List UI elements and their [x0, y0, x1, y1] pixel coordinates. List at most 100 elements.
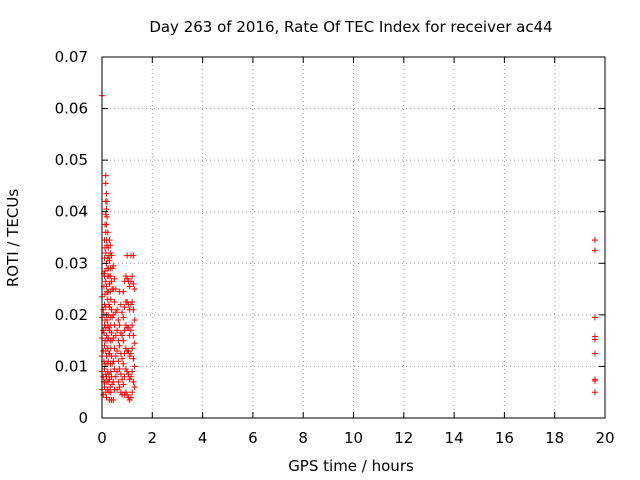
x-tick-label: 18 — [545, 429, 564, 447]
data-point — [124, 368, 131, 375]
data-point — [119, 376, 126, 383]
data-point — [131, 384, 138, 391]
y-axis-label: ROTI / TECUs — [4, 189, 22, 287]
data-point — [105, 378, 112, 385]
x-tick-label: 6 — [248, 429, 258, 447]
data-point — [111, 366, 118, 373]
data-point — [121, 350, 128, 357]
data-point — [112, 332, 119, 339]
chart-title: Day 263 of 2016, Rate Of TEC Index for r… — [149, 18, 552, 36]
data-point — [102, 172, 109, 179]
data-point — [104, 229, 111, 236]
data-point — [114, 347, 121, 354]
data-point — [116, 342, 123, 349]
data-point — [129, 273, 136, 280]
data-point — [108, 252, 115, 259]
data-point — [107, 249, 114, 256]
data-point — [120, 360, 127, 367]
data-point — [125, 371, 132, 378]
data-point — [130, 332, 137, 339]
y-tick-label: 0.07 — [55, 48, 88, 66]
y-tick-label: 0.06 — [55, 100, 88, 118]
data-point — [591, 350, 598, 357]
y-tick-label: 0 — [78, 409, 88, 427]
data-point — [112, 286, 119, 293]
data-point — [122, 345, 129, 352]
data-point — [591, 377, 598, 384]
data-point — [124, 275, 131, 282]
data-point — [120, 314, 127, 321]
data-point — [120, 288, 127, 295]
data-point — [119, 332, 126, 339]
data-point — [112, 353, 119, 360]
data-point — [109, 360, 116, 367]
x-tick-label: 8 — [298, 429, 308, 447]
data-point — [116, 366, 123, 373]
data-point — [101, 366, 108, 373]
data-point — [114, 327, 121, 334]
data-points — [99, 92, 598, 403]
data-point — [130, 252, 137, 259]
data-point — [104, 198, 111, 205]
data-point — [100, 306, 107, 313]
data-point — [127, 301, 134, 308]
data-point — [116, 384, 123, 391]
data-point — [591, 389, 598, 396]
data-point — [108, 278, 115, 285]
data-point — [112, 373, 119, 380]
data-point — [127, 327, 134, 334]
x-tick-label: 14 — [445, 429, 464, 447]
data-point — [591, 237, 598, 244]
data-point — [126, 376, 133, 383]
data-point — [127, 350, 134, 357]
data-point — [125, 347, 132, 354]
data-point — [106, 257, 113, 264]
axis-ticks — [101, 56, 606, 419]
x-tick-label: 20 — [595, 429, 614, 447]
data-point — [103, 206, 110, 213]
data-point — [109, 314, 116, 321]
data-point — [109, 381, 116, 388]
x-tick-label: 10 — [344, 429, 363, 447]
x-tick-label: 2 — [148, 429, 158, 447]
data-point — [102, 180, 109, 187]
data-point — [110, 311, 117, 318]
data-point — [127, 278, 134, 285]
x-tick-label: 0 — [97, 429, 107, 447]
data-point — [115, 337, 122, 344]
data-point — [121, 327, 128, 334]
data-point — [129, 298, 136, 305]
data-point — [110, 396, 117, 403]
y-tick-label: 0.05 — [55, 151, 88, 169]
data-point — [125, 324, 132, 331]
data-point — [126, 353, 133, 360]
data-point — [103, 394, 110, 401]
x-tick-label: 16 — [495, 429, 514, 447]
data-point — [110, 358, 117, 365]
data-point — [103, 353, 110, 360]
data-point — [114, 368, 121, 375]
data-point — [101, 342, 108, 349]
data-point — [103, 190, 110, 197]
data-point — [104, 213, 111, 220]
data-point — [130, 306, 137, 313]
data-point — [102, 278, 109, 285]
data-point — [130, 355, 137, 362]
data-point — [102, 211, 109, 218]
data-point — [122, 273, 129, 280]
data-point — [126, 396, 133, 403]
data-point — [591, 247, 598, 254]
data-point — [129, 322, 136, 329]
data-point — [111, 275, 118, 282]
y-tick-label: 0.03 — [55, 254, 88, 272]
data-point — [103, 221, 110, 228]
data-point — [117, 371, 124, 378]
data-point — [126, 283, 133, 290]
y-tick-label: 0.04 — [55, 203, 88, 221]
data-point — [111, 345, 118, 352]
data-point — [110, 378, 117, 385]
x-axis-label: GPS time / hours — [288, 457, 414, 475]
data-point — [101, 384, 108, 391]
data-point — [107, 368, 114, 375]
